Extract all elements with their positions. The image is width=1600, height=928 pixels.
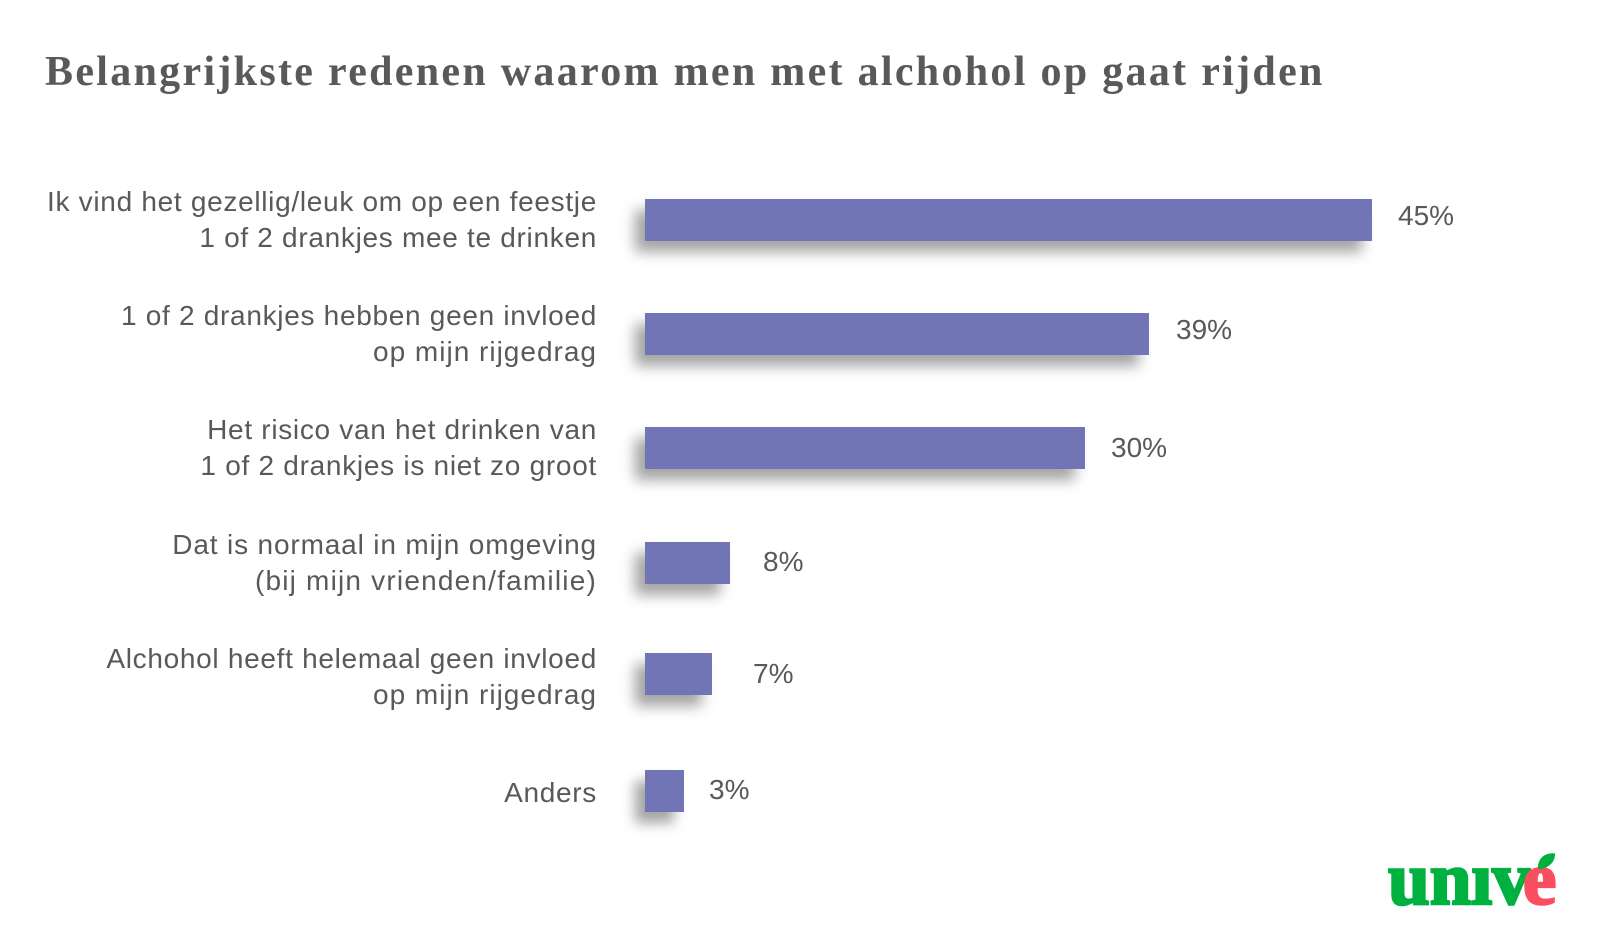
svg-text:unıv: unıv <box>1388 840 1530 910</box>
svg-text:e: e <box>1523 840 1556 910</box>
